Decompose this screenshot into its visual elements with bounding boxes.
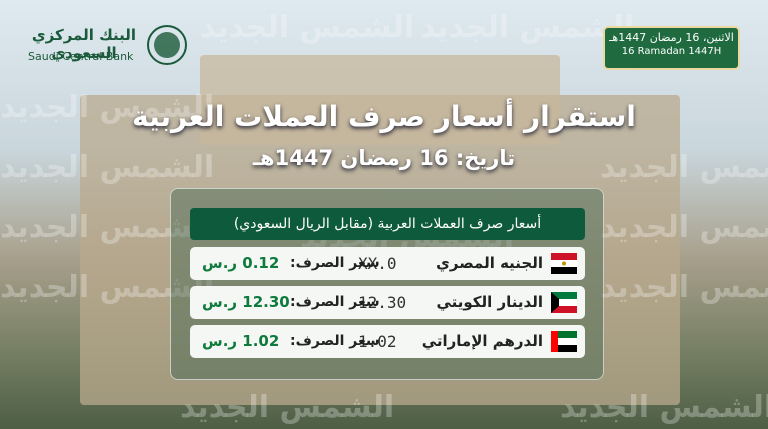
rate-row: الدينار الكويتي 12.30 سعر الصرف: 12.30 ر… (190, 286, 585, 319)
flag-kuwait (551, 292, 577, 313)
rate-row: الجنيه المصري 0.XX سعر الصرف: 0.12 ر.س (190, 247, 585, 280)
date-en: 16 Ramadan 1447H (621, 46, 722, 57)
bank-name-ar: البنك المركزي السعودي (31, 26, 137, 62)
watermark: الشمس الجديد (180, 390, 395, 425)
rate-label: سعر الصرف: (290, 294, 380, 310)
building-top (200, 55, 560, 145)
rate-row: الدرهم الإماراتي 1.02 سعر الصرف: 1.02 ر.… (190, 325, 585, 358)
price: 0.12 ر.س (202, 254, 280, 272)
title: استقرار أسعار صرف العملات العربية (132, 100, 636, 133)
date-ar: الاثنين، 16 رمضان 1447هـ (609, 31, 734, 44)
watermark: الشمس الجديد (560, 390, 768, 425)
bank-emblem (147, 25, 187, 65)
watermark: الشمس الجديد (600, 150, 768, 185)
watermark: الشمس الجديد (0, 90, 215, 125)
currency: الدينار الكويتي (436, 293, 543, 311)
date-badge: الاثنين، 16 رمضان 1447هـ 16 Ramadan 1447… (603, 26, 740, 70)
currency: الجنيه المصري (436, 254, 543, 272)
rate-label: سعر الصرف: (290, 255, 380, 271)
currency: الدرهم الإماراتي (421, 332, 543, 350)
rate-text: 1.02 (358, 332, 397, 351)
rate-text: 12.30 (358, 293, 407, 312)
price: 12.30 ر.س (202, 293, 290, 311)
watermark: الشمس الجديد (600, 270, 768, 305)
rate-text: 0.XX (358, 254, 397, 273)
watermark: الشمس الجديد (0, 210, 215, 245)
watermark: الشمس الجديد (420, 10, 635, 45)
price: 1.02 ر.س (202, 332, 280, 350)
watermark: الشمس الجديد (200, 10, 415, 45)
subtitle: تاريخ: 16 رمضان 1447هـ (252, 146, 516, 170)
rate-label: سعر الصرف: (290, 333, 380, 349)
flag-egypt (551, 253, 577, 274)
watermark: الشمس الجديد (0, 150, 215, 185)
watermark: الشمس الجديد (600, 210, 768, 245)
watermark: الشمس الجديد (0, 270, 215, 305)
table-header: أسعار صرف العملات العربية (مقابل الريال … (190, 208, 585, 240)
flag-uae (551, 331, 577, 352)
bank-name-en: Saudi Central Bank (28, 50, 134, 63)
